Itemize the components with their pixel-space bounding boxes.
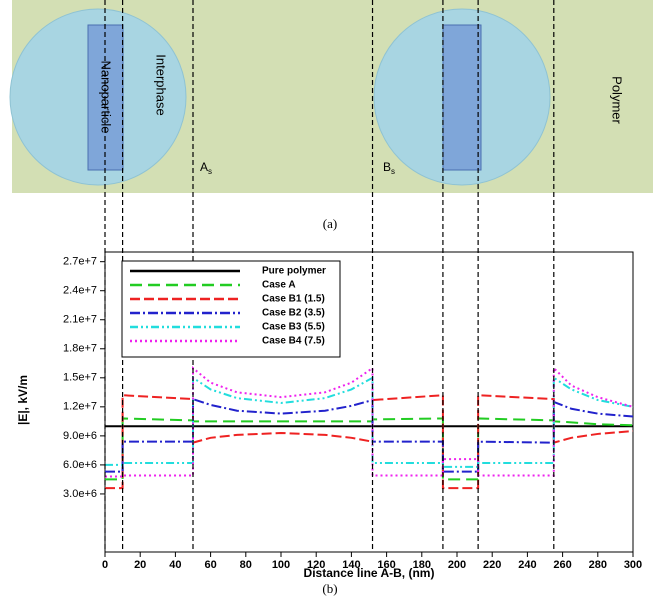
- interphase-label: Interphase: [154, 54, 169, 115]
- legend-label: Pure polymer: [262, 266, 326, 277]
- caption-b: (b): [322, 581, 337, 596]
- y-tick-label: 1.8e+7: [63, 343, 97, 355]
- caption-a: (a): [323, 216, 337, 231]
- y-tick-label: 6.0e+6: [63, 459, 97, 471]
- point-a-subscript: s: [208, 167, 212, 176]
- y-tick-label: 1.5e+7: [63, 372, 97, 384]
- point-b-subscript: s: [391, 167, 395, 176]
- legend-label: Case B3 (5.5): [262, 322, 325, 333]
- legend-label: Case B4 (7.5): [262, 336, 325, 347]
- y-tick-label: 2.4e+7: [63, 285, 97, 297]
- y-tick-label: 2.1e+7: [63, 314, 97, 326]
- point-b-label: B: [383, 160, 391, 174]
- x-tick-label: 200: [448, 559, 466, 571]
- polymer-label: Polymer: [610, 76, 625, 124]
- legend-label: Case B2 (3.5): [262, 308, 325, 319]
- y-axis-label: |E|, kV/m: [16, 375, 30, 425]
- y-tick-label: 1.2e+7: [63, 401, 97, 413]
- legend-label: Case A: [262, 280, 296, 291]
- x-tick-label: 160: [377, 559, 395, 571]
- x-tick-label: 300: [624, 559, 642, 571]
- legend-label: Case B1 (1.5): [262, 294, 325, 305]
- y-tick-label: 2.7e+7: [63, 256, 97, 268]
- y-tick-label: 9.0e+6: [63, 430, 97, 442]
- x-tick-label: 80: [240, 559, 252, 571]
- x-tick-label: 100: [272, 559, 290, 571]
- x-tick-label: 180: [413, 559, 431, 571]
- x-tick-label: 20: [134, 559, 146, 571]
- x-tick-label: 260: [553, 559, 571, 571]
- x-tick-label: 240: [518, 559, 536, 571]
- x-axis-label: Distance line A-B, (nm): [304, 566, 435, 580]
- point-a-label: A: [200, 160, 208, 174]
- x-tick-label: 0: [102, 559, 108, 571]
- nanoparticle-rect: [442, 24, 482, 171]
- x-tick-label: 40: [169, 559, 181, 571]
- x-tick-label: 120: [307, 559, 325, 571]
- y-tick-label: 3.0e+6: [63, 488, 97, 500]
- x-tick-label: 220: [483, 559, 501, 571]
- nanoparticle-label: Nanoparticle: [99, 61, 114, 134]
- x-tick-label: 60: [204, 559, 216, 571]
- x-tick-label: 140: [342, 559, 360, 571]
- x-tick-label: 280: [589, 559, 607, 571]
